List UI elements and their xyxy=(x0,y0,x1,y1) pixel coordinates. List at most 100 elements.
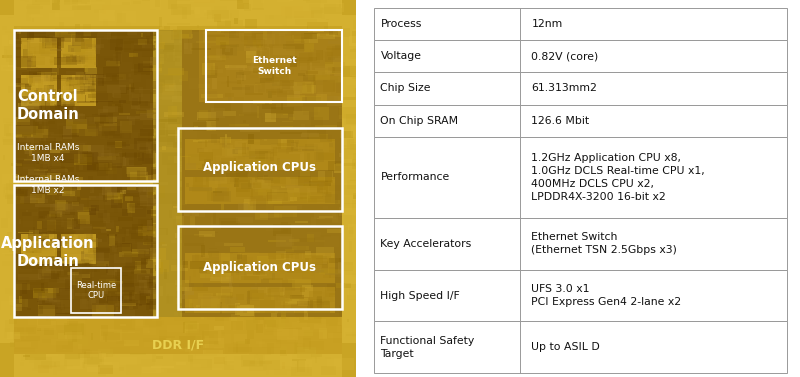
Bar xyxy=(246,55,260,60)
Bar xyxy=(19,103,22,115)
Bar xyxy=(354,50,356,58)
Bar xyxy=(299,317,321,323)
Bar xyxy=(68,240,88,250)
Bar xyxy=(318,296,322,308)
Bar xyxy=(226,93,234,97)
Bar xyxy=(66,142,78,149)
Bar xyxy=(82,264,90,271)
Bar xyxy=(90,296,104,299)
Bar xyxy=(270,115,282,120)
Bar xyxy=(233,253,241,254)
Bar xyxy=(212,78,217,89)
Bar xyxy=(99,354,106,359)
Bar xyxy=(59,196,78,201)
Bar xyxy=(314,303,320,304)
Bar xyxy=(52,257,57,259)
Bar xyxy=(234,342,238,353)
Bar xyxy=(38,249,51,254)
Bar xyxy=(107,140,129,150)
Bar xyxy=(339,305,342,316)
Bar xyxy=(114,266,123,276)
Bar xyxy=(63,58,71,67)
Bar xyxy=(116,341,126,344)
Bar xyxy=(264,177,280,184)
Bar xyxy=(332,67,342,73)
Bar xyxy=(211,253,230,257)
Bar xyxy=(290,63,294,75)
Bar xyxy=(96,303,104,305)
Bar xyxy=(65,332,82,339)
Bar xyxy=(91,286,95,292)
Bar xyxy=(162,92,180,100)
Bar xyxy=(310,300,313,311)
Bar xyxy=(15,41,22,44)
Bar xyxy=(251,30,272,38)
Bar xyxy=(58,197,60,199)
Bar xyxy=(4,328,10,338)
Bar xyxy=(246,297,259,302)
Bar xyxy=(310,66,330,75)
Bar xyxy=(303,330,313,336)
Bar xyxy=(128,74,131,77)
Bar xyxy=(302,85,316,93)
Bar xyxy=(2,26,14,30)
Bar xyxy=(4,184,14,193)
Bar xyxy=(227,177,240,184)
Bar xyxy=(37,319,56,330)
Bar xyxy=(229,347,251,352)
Bar xyxy=(38,208,60,215)
Bar xyxy=(154,51,167,58)
Bar xyxy=(175,233,179,238)
Bar xyxy=(137,108,156,110)
Bar xyxy=(210,123,218,126)
Bar xyxy=(2,175,19,184)
Bar xyxy=(90,221,106,226)
Bar xyxy=(282,362,285,369)
Bar xyxy=(256,342,265,344)
Bar xyxy=(316,256,327,265)
Bar xyxy=(51,37,66,41)
Bar xyxy=(276,91,289,95)
Bar xyxy=(287,277,294,279)
Bar xyxy=(72,325,86,336)
Bar xyxy=(98,124,104,134)
Bar xyxy=(173,371,184,374)
Bar xyxy=(216,48,222,60)
Bar xyxy=(66,71,82,74)
Bar xyxy=(214,191,230,202)
Bar xyxy=(281,309,286,319)
Bar xyxy=(290,139,293,143)
Bar xyxy=(225,297,238,305)
Bar xyxy=(218,141,229,143)
Bar xyxy=(167,138,182,146)
Bar xyxy=(7,229,14,237)
Bar xyxy=(109,148,114,156)
Bar xyxy=(200,12,204,17)
Bar xyxy=(122,237,125,242)
Bar xyxy=(147,220,152,230)
Bar xyxy=(312,177,333,183)
Bar xyxy=(167,163,180,175)
Text: Internal RAMs
1MB x4: Internal RAMs 1MB x4 xyxy=(17,143,79,163)
Bar xyxy=(242,0,254,3)
Bar xyxy=(106,175,110,180)
Bar xyxy=(302,103,318,115)
Bar xyxy=(346,146,355,151)
Bar xyxy=(286,296,304,305)
Bar xyxy=(242,143,246,155)
Bar xyxy=(162,244,167,246)
Bar xyxy=(290,253,302,259)
Bar xyxy=(258,285,280,288)
Bar xyxy=(88,248,110,253)
Bar xyxy=(162,127,177,135)
Bar xyxy=(112,104,114,106)
Bar xyxy=(33,227,35,238)
Bar xyxy=(208,15,213,21)
Bar xyxy=(246,93,263,95)
Bar xyxy=(98,109,109,115)
Bar xyxy=(147,126,156,133)
Bar xyxy=(57,32,61,38)
Bar xyxy=(183,213,199,216)
Bar xyxy=(224,361,234,370)
Bar xyxy=(334,82,342,91)
